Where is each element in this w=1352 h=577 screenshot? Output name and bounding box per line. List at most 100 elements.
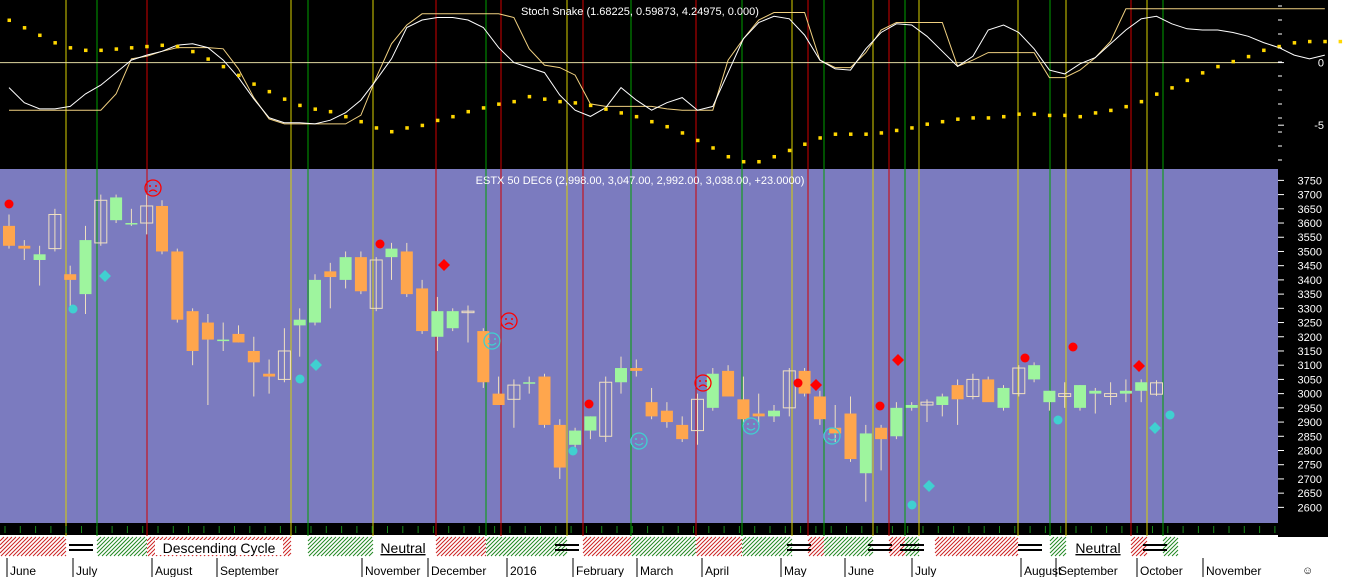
cyan-dot-marker — [68, 304, 78, 314]
face-eye — [155, 185, 157, 187]
band-hatch — [141, 550, 148, 557]
band-hatch — [987, 536, 1008, 557]
candle-body — [569, 430, 582, 445]
band-equal-mark — [69, 549, 93, 551]
face-eye — [834, 433, 836, 435]
stoch-title: Stoch Snake (1.68225, 0.59873, 4.24975, … — [521, 6, 759, 18]
band-hatch — [0, 536, 21, 557]
band-hatch — [44, 536, 65, 557]
band-hatch — [283, 548, 292, 557]
candle-body — [538, 376, 551, 425]
snake-dot — [772, 154, 776, 159]
band-hatch — [607, 536, 628, 557]
candle-body — [1089, 390, 1102, 394]
candle-body — [722, 370, 735, 397]
candle-body — [798, 370, 811, 394]
candle-body — [920, 401, 934, 406]
cyan-diamond-marker — [310, 359, 322, 371]
snake-dot — [588, 103, 593, 108]
candle-body — [905, 405, 918, 408]
band-hatch — [494, 536, 515, 557]
band-hatch — [741, 536, 751, 546]
band-hatch — [52, 542, 67, 557]
band-segment-bg — [308, 537, 373, 556]
candle-body — [676, 424, 689, 440]
snake-dot — [1063, 113, 1067, 118]
band-hatch — [991, 536, 1012, 557]
snake-dot — [1246, 54, 1251, 59]
band-hatch — [823, 536, 837, 550]
snake-dot — [1032, 112, 1037, 116]
band-hatch — [485, 536, 499, 550]
band-hatch — [562, 551, 568, 557]
face-outline — [144, 179, 162, 197]
snake-dot — [1002, 114, 1006, 119]
band-hatch — [348, 536, 369, 557]
stoch-line-b — [9, 8, 1325, 125]
price-tick-label: 3400 — [1298, 275, 1322, 287]
band-hatch — [440, 536, 461, 557]
snake-dot — [726, 154, 731, 159]
band-hatch — [807, 536, 813, 542]
candle-body — [844, 413, 857, 460]
candle-body — [584, 416, 597, 431]
face-mouth — [827, 437, 837, 441]
band-hatch — [0, 536, 17, 554]
band-hatch — [934, 536, 944, 546]
face-eye — [828, 433, 830, 435]
band-equal-mark — [555, 544, 579, 546]
snake-dot — [1292, 41, 1297, 45]
band-hatch — [1049, 536, 1055, 542]
band-hatch — [583, 536, 604, 557]
candle-body — [1012, 367, 1026, 395]
band-hatch — [117, 536, 138, 557]
band-hatch — [582, 536, 588, 542]
band-hatch — [967, 536, 988, 557]
band-hatch — [889, 540, 906, 557]
month-label: December — [431, 564, 486, 577]
band-hatch — [498, 536, 519, 557]
face-eye — [699, 380, 701, 382]
snake-dot — [543, 97, 547, 101]
candle-body — [186, 311, 199, 351]
band-hatch — [671, 536, 692, 557]
band-hatch — [716, 536, 737, 557]
snake-dot — [1185, 78, 1190, 83]
candle-body — [752, 413, 765, 417]
band-hatch — [700, 536, 721, 557]
candle-body — [737, 399, 750, 420]
candle-body — [615, 368, 627, 383]
price-axis: 3750 3700 3650 3600 3550 3500 3450 3400 3350 3300… — [4, 5, 1324, 533]
cycle-label-neutral-2: Neutral — [1075, 540, 1120, 556]
snake-dot — [237, 73, 241, 78]
red-dot-marker — [4, 199, 14, 209]
band-hatch — [888, 536, 902, 550]
band-hatch — [939, 536, 960, 557]
candle-body — [492, 393, 505, 405]
candle-body — [1074, 385, 1086, 408]
candle-body — [125, 223, 138, 225]
snake-dot — [971, 116, 975, 120]
band-hatch — [490, 536, 511, 557]
band-hatch — [472, 542, 487, 557]
cyan-dot-marker — [1165, 410, 1175, 420]
red-dot-marker — [375, 239, 385, 249]
band-hatch — [983, 536, 1004, 557]
band-hatch — [695, 536, 713, 554]
band-hatch — [943, 536, 964, 557]
band-hatch — [476, 546, 487, 557]
cyan-diamond-marker — [923, 480, 935, 492]
band-hatch — [121, 536, 142, 557]
price-tick-label: 3500 — [1298, 246, 1322, 258]
band-hatch — [464, 536, 485, 557]
band-hatch — [820, 552, 825, 557]
price-tick-label: 3000 — [1298, 389, 1322, 401]
snake-dot — [879, 131, 884, 135]
snake-dot — [1109, 108, 1113, 113]
band-segment-bg — [631, 537, 696, 556]
band-hatch — [904, 536, 918, 550]
snake-dot — [818, 136, 822, 140]
band-segment-bg — [1131, 537, 1147, 556]
band-hatch — [16, 536, 37, 557]
band-hatch — [848, 536, 869, 557]
